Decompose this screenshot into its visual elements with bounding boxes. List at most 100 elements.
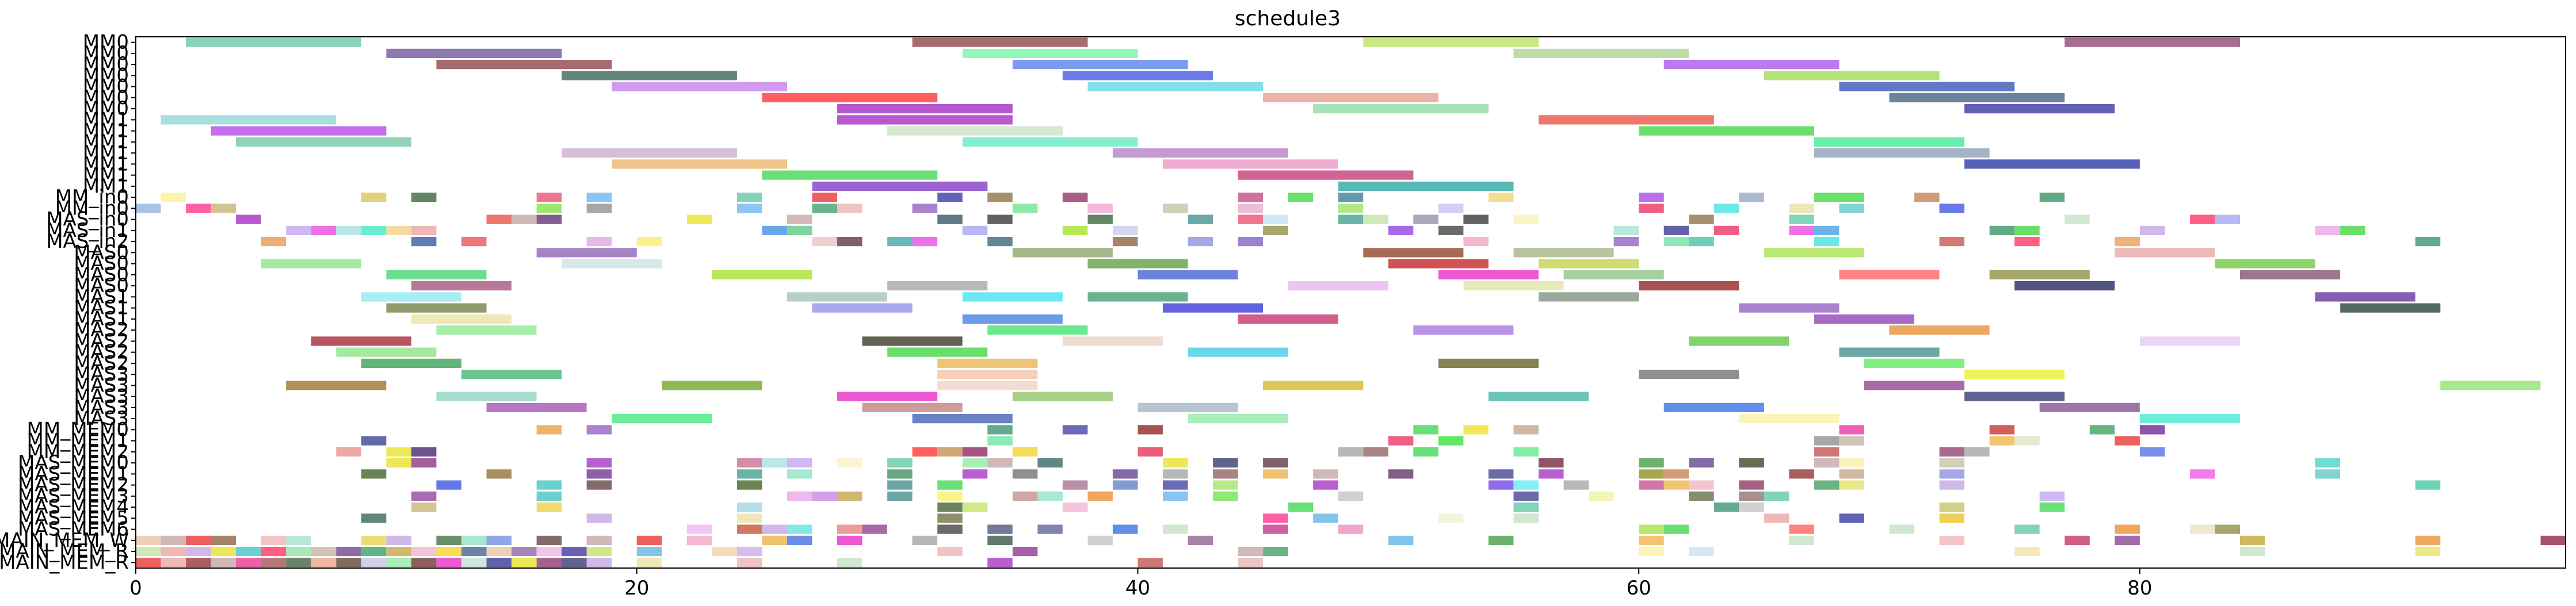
task-bar xyxy=(2315,292,2415,302)
task-bar xyxy=(411,193,437,202)
task-bar xyxy=(1939,237,1965,247)
task-bar xyxy=(987,436,1013,446)
task-bar xyxy=(386,547,411,557)
task-bar xyxy=(1764,248,1864,258)
task-bar xyxy=(586,237,612,247)
task-bar xyxy=(987,237,1013,247)
task-bar xyxy=(2014,547,2040,557)
task-bar xyxy=(186,535,211,545)
task-bar xyxy=(1238,170,1414,180)
task-bar xyxy=(787,292,887,302)
task-bar xyxy=(762,524,787,534)
task-bar xyxy=(1789,204,1814,213)
task-bar xyxy=(962,48,1138,58)
task-bar xyxy=(1989,425,2015,435)
task-bar xyxy=(386,458,411,468)
task-bar xyxy=(236,214,261,224)
task-bar xyxy=(461,547,487,557)
task-bar xyxy=(2064,214,2090,224)
task-bar xyxy=(1463,214,1489,224)
task-bar xyxy=(937,513,963,523)
task-bar xyxy=(486,214,512,224)
task-bar xyxy=(386,48,562,58)
task-bar xyxy=(1138,402,1238,412)
y-tick-label: MAS3 xyxy=(74,374,129,397)
task-bar xyxy=(411,447,437,457)
task-bar xyxy=(536,547,562,557)
task-bar xyxy=(1539,458,1564,468)
task-bar xyxy=(136,558,161,567)
task-bar xyxy=(1112,237,1138,247)
y-tick-label: MM_in0 xyxy=(55,197,129,220)
task-bar xyxy=(1338,204,1364,213)
task-bar xyxy=(536,535,562,545)
task-bar xyxy=(186,204,211,213)
task-bar xyxy=(562,547,587,557)
task-bar xyxy=(1263,469,1288,479)
y-tick-label: MAS0 xyxy=(74,274,129,297)
task-bar xyxy=(2340,303,2441,313)
task-bar xyxy=(461,558,487,567)
y-tick-label: MAS_MEM6 xyxy=(18,518,129,541)
task-bar xyxy=(887,458,913,468)
task-bar xyxy=(962,469,988,479)
task-bar xyxy=(787,214,812,224)
task-bar xyxy=(962,503,988,512)
y-tick-label: MAS_MEM1 xyxy=(18,462,129,485)
task-bar xyxy=(1138,425,1163,435)
task-bar xyxy=(1163,524,1188,534)
task-bar xyxy=(2039,402,2140,412)
task-bar xyxy=(2340,225,2365,235)
task-bar xyxy=(2039,503,2065,512)
task-bar xyxy=(1363,214,1388,224)
task-bar xyxy=(1689,458,1714,468)
task-bar xyxy=(1513,214,1539,224)
task-bar xyxy=(336,447,361,457)
task-bar xyxy=(987,325,1088,335)
task-bar xyxy=(812,204,837,213)
task-bar xyxy=(837,524,863,534)
task-bar xyxy=(612,82,787,91)
task-bar xyxy=(1488,193,1514,202)
task-bar xyxy=(1814,237,1840,247)
task-bar xyxy=(636,558,662,567)
task-bar xyxy=(286,381,387,390)
task-bar xyxy=(1689,547,1714,557)
task-bar xyxy=(1539,469,1564,479)
task-bar xyxy=(161,193,186,202)
task-bar xyxy=(1062,425,1088,435)
task-bar xyxy=(1288,503,1314,512)
task-bar xyxy=(1338,181,1514,191)
task-bar xyxy=(1413,425,1438,435)
task-bar xyxy=(486,547,512,557)
task-bar xyxy=(1363,37,1539,47)
task-bar xyxy=(686,535,712,545)
task-bar xyxy=(1263,458,1288,468)
task-bar xyxy=(1889,325,1990,335)
task-bar xyxy=(1914,193,1940,202)
task-bar xyxy=(636,237,662,247)
y-tick-label: MM1 xyxy=(83,108,129,131)
task-bar xyxy=(1939,458,1965,468)
task-bar xyxy=(837,204,863,213)
task-bar xyxy=(1513,447,1539,457)
task-bar xyxy=(962,314,1063,324)
task-bar xyxy=(1739,303,1840,313)
y-tick-label: MM0 xyxy=(83,75,129,98)
task-bar xyxy=(862,524,887,534)
task-bar xyxy=(486,535,512,545)
task-bar xyxy=(411,491,437,501)
x-tick-label: 80 xyxy=(2127,577,2152,600)
task-bar xyxy=(2440,381,2541,390)
task-bar xyxy=(1639,370,1739,379)
task-bar xyxy=(1513,513,1539,523)
task-bar xyxy=(2014,281,2115,291)
task-bar xyxy=(1263,513,1288,523)
task-bar xyxy=(2215,259,2315,269)
task-bar xyxy=(2064,535,2090,545)
task-bar xyxy=(536,503,562,512)
task-bar xyxy=(1964,159,2140,169)
task-bar xyxy=(386,303,487,313)
task-bar xyxy=(1814,314,1914,324)
task-bar xyxy=(1814,137,1965,147)
